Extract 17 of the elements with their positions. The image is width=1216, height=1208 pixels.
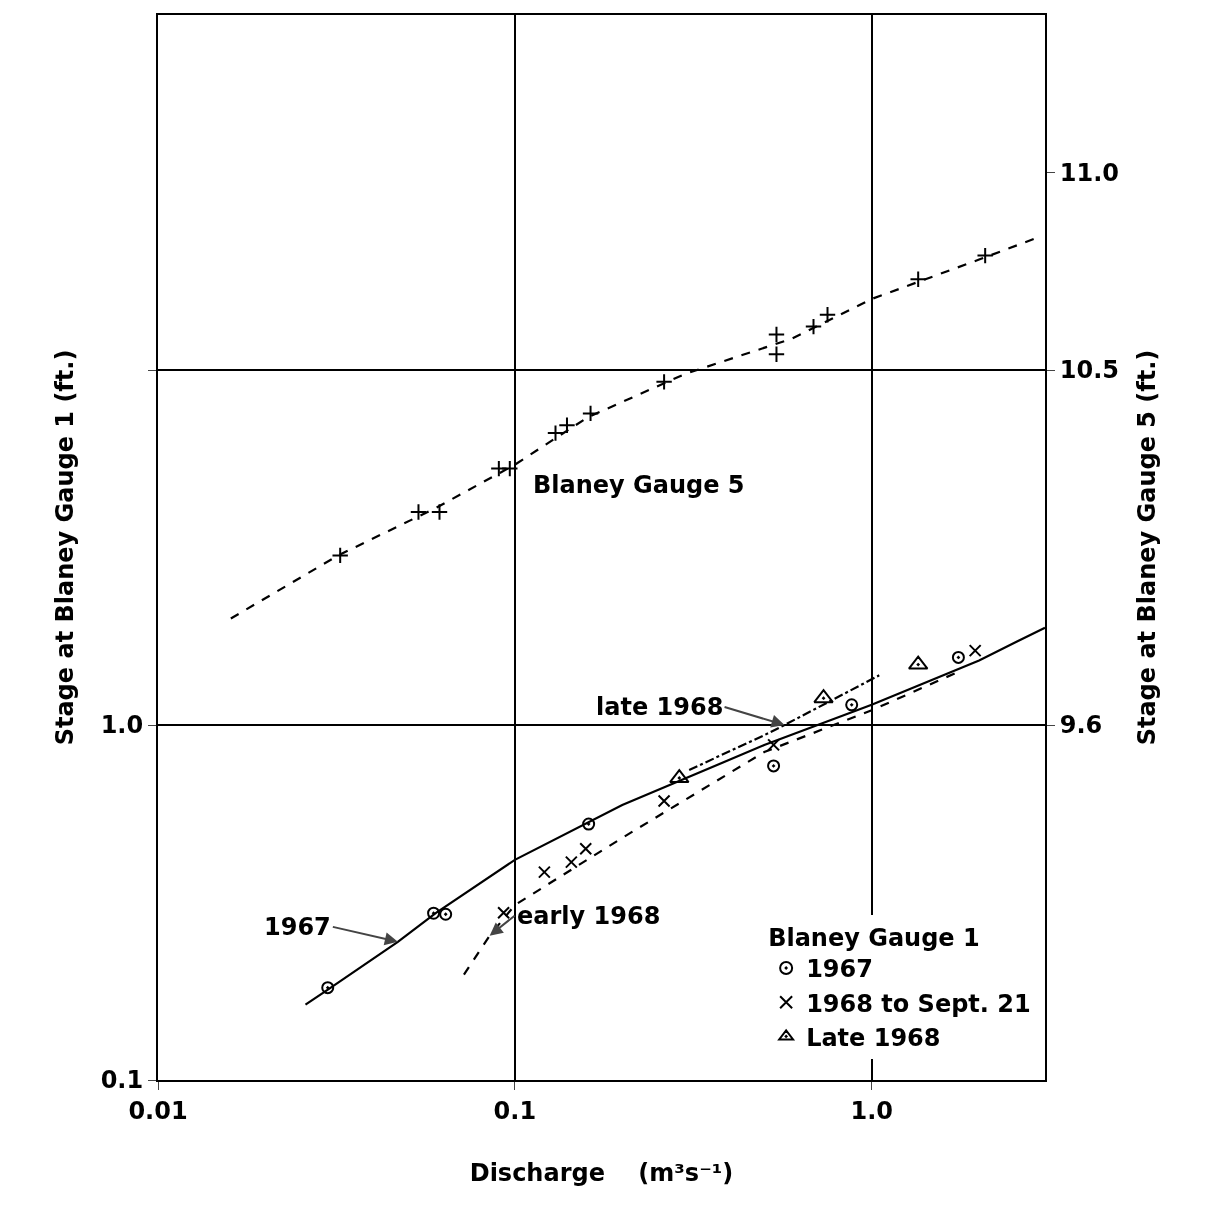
legend-label: 1968 to Sept. 21 [806,989,1031,1018]
y2-tick-label: 10.5 [1059,356,1120,385]
legend-label: 1967 [806,955,873,984]
y2-tick-label: 11.0 [1059,159,1120,188]
x-tick-label: 0.01 [128,1096,188,1125]
legend-label: Late 1968 [806,1023,941,1052]
annotation: 1967 [264,913,331,941]
y2-axis-title: Stage at Blaney Gauge 5 (ft.) [1132,349,1161,746]
x-tick-label: 1.0 [850,1096,893,1125]
y-axis-title: Stage at Blaney Gauge 1 (ft.) [51,349,80,746]
x-tick-label: 0.1 [493,1096,537,1125]
x-axis-title: Discharge (m³s⁻¹) [469,1158,734,1187]
annotation: Blaney Gauge 5 [533,471,745,499]
legend-title: Blaney Gauge 1 [768,923,980,952]
annotation: early 1968 [517,902,661,930]
y2-tick-label: 9.6 [1059,711,1103,740]
annotation: late 1968 [596,693,724,721]
